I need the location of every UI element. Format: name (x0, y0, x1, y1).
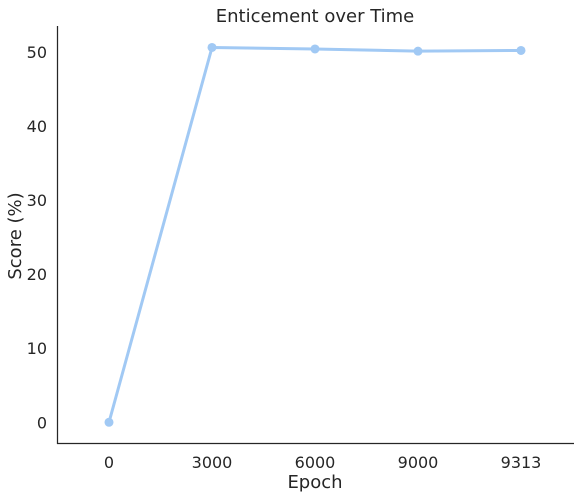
x-tick-label: 6000 (295, 453, 336, 472)
y-tick-label: 50 (27, 43, 47, 62)
data-point (516, 45, 526, 55)
axes (56, 26, 574, 445)
x-tick-labels: 0 3000 6000 9000 9313 (104, 453, 541, 472)
x-axis-label: Epoch (287, 472, 342, 493)
y-axis-label: Score (%) (5, 192, 26, 279)
data-point (207, 42, 217, 52)
y-tick-label: 30 (27, 191, 47, 210)
y-tick-label: 0 (37, 413, 47, 432)
chart-title: Enticement over Time (216, 6, 415, 27)
data-point (310, 44, 320, 54)
x-tick-label: 0 (104, 453, 114, 472)
series-line (107, 45, 523, 424)
y-tick-labels: 0 10 20 30 40 50 (27, 43, 47, 432)
y-tick-label: 40 (27, 117, 47, 136)
data-point (413, 46, 423, 56)
x-tick-label: 9313 (501, 453, 542, 472)
series-layer (104, 42, 526, 427)
y-tick-label: 10 (27, 339, 47, 358)
data-point (104, 417, 114, 427)
x-tick-label: 3000 (192, 453, 233, 472)
y-tick-label: 20 (27, 265, 47, 284)
x-tick-label: 9000 (398, 453, 439, 472)
